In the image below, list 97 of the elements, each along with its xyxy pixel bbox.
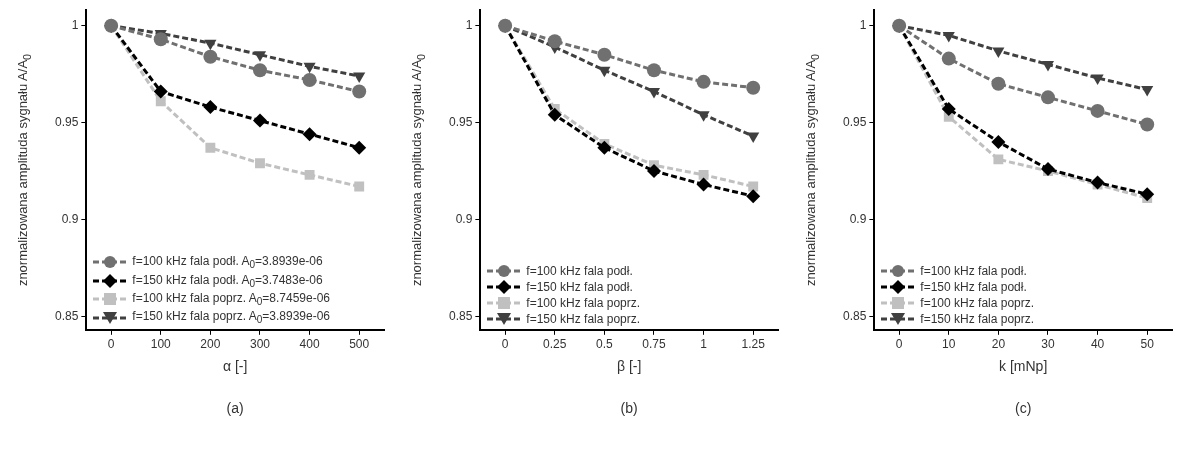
- legend-label: f=100 kHz fala poprz.: [526, 295, 641, 310]
- point: [1041, 60, 1055, 72]
- x-axis-title: β [-]: [616, 358, 642, 375]
- point: [941, 101, 956, 116]
- y-tick-label: 0.95: [449, 114, 473, 129]
- y-tick-label: 0.95: [55, 114, 79, 129]
- legend-label: f=100 kHz fala poprz.: [920, 295, 1035, 310]
- x-axis-title: α [-]: [222, 358, 248, 375]
- point: [155, 96, 166, 107]
- legend-label: f=100 kHz fala podł.: [526, 263, 633, 278]
- y-tick-label: 1: [859, 18, 867, 33]
- x-axis-title: k [mNp]: [999, 358, 1048, 375]
- point: [204, 39, 217, 51]
- point: [646, 163, 661, 178]
- y-tick-label: 0.85: [449, 308, 473, 323]
- point: [253, 51, 267, 62]
- y-tick-label: 0.85: [55, 308, 79, 323]
- point: [1090, 103, 1105, 118]
- x-tick-label: 400: [299, 337, 320, 352]
- y-tick-label: 1: [71, 18, 79, 33]
- x-tick-label: 20: [991, 337, 1006, 352]
- x-tick-label: 10: [942, 337, 956, 352]
- point: [696, 74, 711, 89]
- point: [1140, 117, 1155, 132]
- point: [598, 66, 611, 78]
- x-tick-label: 50: [1140, 337, 1155, 352]
- point: [1091, 74, 1104, 85]
- point: [597, 140, 612, 155]
- x-tick-label: 40: [1090, 337, 1105, 352]
- point: [1090, 175, 1105, 190]
- x-tick-label: 0: [895, 337, 903, 352]
- point: [302, 72, 317, 87]
- point: [353, 72, 366, 84]
- legend-label: f=150 kHz fala poprz.: [920, 311, 1035, 326]
- x-tick-label: 0: [501, 337, 509, 352]
- point: [352, 140, 367, 155]
- legend-label: f=150 kHz fala poprz. A$_{0}$=3.8939e-06: [132, 309, 331, 326]
- point: [597, 47, 612, 62]
- y-tick-label: 0.9: [455, 211, 473, 226]
- point: [1040, 90, 1055, 105]
- point: [647, 88, 661, 99]
- point: [1040, 162, 1055, 177]
- y-tick-label: 0.95: [843, 114, 867, 129]
- point: [303, 62, 316, 74]
- point: [698, 169, 709, 180]
- text: (b): [620, 400, 638, 416]
- x-tick-label: 1.25: [741, 337, 766, 352]
- legend-label: f=150 kHz fala podł.: [526, 279, 633, 294]
- x-tick-label: 1: [700, 337, 708, 352]
- point: [991, 76, 1006, 91]
- legend-label: f=100 kHz fala podł. A$_{0}$=3.8939e-06: [132, 254, 323, 271]
- y-tick-label: 0.9: [61, 211, 79, 226]
- point: [153, 84, 168, 99]
- x-tick-label: 200: [200, 337, 221, 352]
- point: [252, 113, 267, 128]
- x-tick-label: 300: [249, 337, 271, 352]
- x-tick-label: 0.75: [642, 337, 666, 352]
- point: [1141, 86, 1154, 97]
- x-tick-label: 500: [349, 337, 370, 352]
- point: [746, 189, 761, 204]
- point: [747, 132, 760, 144]
- point: [302, 127, 317, 142]
- point: [352, 84, 367, 99]
- point: [993, 154, 1004, 165]
- legend-label: f=100 kHz fala poprz. A$_{0}$=8.7459e-06: [132, 291, 331, 308]
- point: [547, 34, 562, 49]
- point: [153, 32, 168, 47]
- y-tick-label: 0.85: [843, 308, 867, 323]
- x-tick-label: 100: [150, 337, 172, 352]
- point: [942, 31, 955, 43]
- point: [992, 47, 1005, 58]
- legend-label: f=150 kHz fala poprz.: [526, 311, 641, 326]
- x-tick-label: 0: [107, 337, 115, 352]
- point: [991, 134, 1006, 149]
- y-tick-label: 1: [465, 18, 473, 33]
- point: [304, 169, 315, 180]
- text: (c): [1015, 400, 1032, 416]
- x-tick-label: 0.25: [543, 337, 567, 352]
- point: [252, 63, 267, 78]
- legend-label: f=100 kHz fala podł.: [920, 263, 1027, 278]
- point: [646, 63, 661, 78]
- point: [547, 107, 562, 122]
- point: [354, 181, 365, 192]
- point: [255, 158, 265, 169]
- text: (a): [226, 400, 244, 416]
- point: [205, 142, 216, 153]
- x-tick-label: 30: [1041, 337, 1055, 352]
- point: [1140, 187, 1155, 202]
- point: [941, 51, 956, 66]
- point: [203, 49, 218, 64]
- legend-label: f=150 kHz fala podł. A$_{0}$=3.7483e-06: [132, 272, 323, 290]
- y-tick-label: 0.9: [849, 211, 867, 226]
- point: [203, 100, 218, 115]
- legend-label: f=150 kHz fala podł.: [920, 279, 1027, 294]
- point: [696, 177, 711, 192]
- x-tick-label: 0.5: [596, 337, 614, 352]
- point: [746, 80, 761, 95]
